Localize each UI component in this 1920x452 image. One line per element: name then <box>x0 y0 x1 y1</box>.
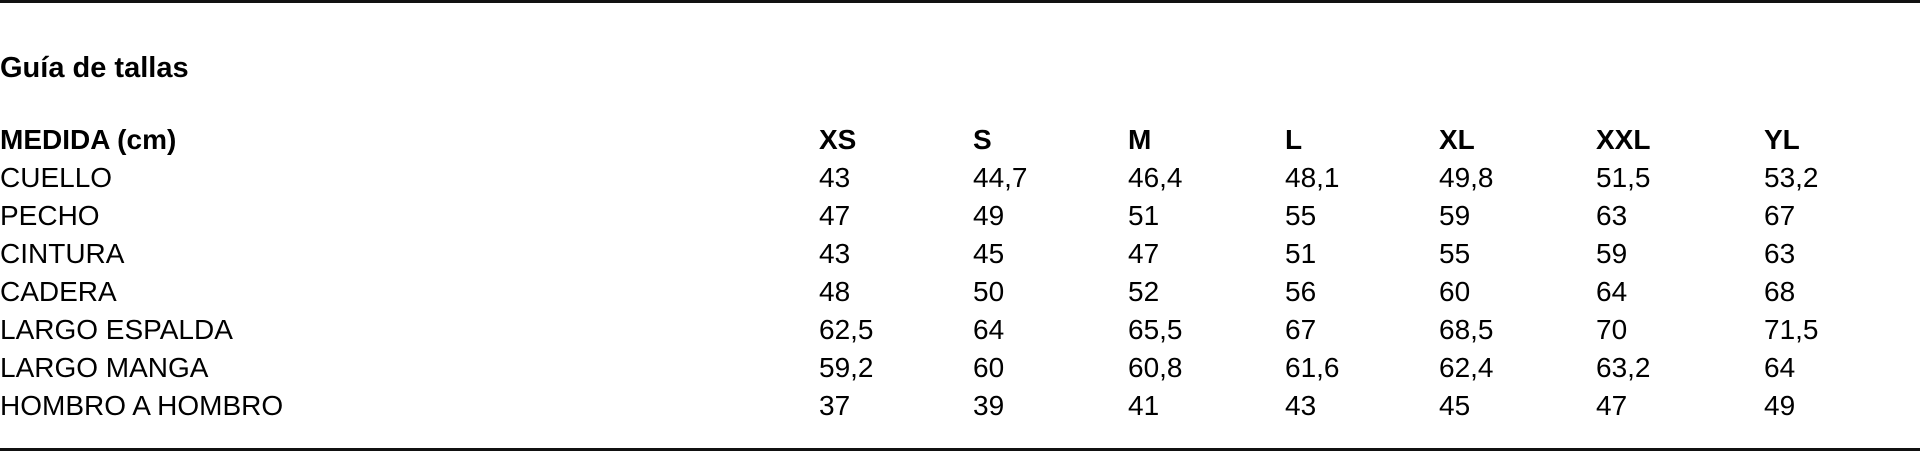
size-value: 39 <box>973 390 1005 421</box>
size-value: 43 <box>819 162 851 193</box>
size-value: 48 <box>819 276 851 307</box>
column-header: XS <box>819 124 857 155</box>
column-header: S <box>973 124 992 155</box>
measure-label: PECHO <box>0 200 100 231</box>
size-value: 51 <box>1128 200 1160 231</box>
size-value: 41 <box>1128 390 1160 421</box>
size-value: 51,5 <box>1596 162 1651 193</box>
size-value: 59,2 <box>819 352 874 383</box>
size-value: 50 <box>973 276 1005 307</box>
size-value: 63 <box>1596 200 1628 231</box>
column-header: M <box>1128 124 1152 155</box>
size-value: 68 <box>1764 276 1796 307</box>
top-divider <box>0 0 1920 3</box>
size-value: 60 <box>973 352 1005 383</box>
table-row: CADERA 48 50 52 56 60 64 68 <box>0 273 1920 311</box>
size-value: 49 <box>973 200 1005 231</box>
size-value: 63,2 <box>1596 352 1651 383</box>
size-value: 63 <box>1764 238 1796 269</box>
column-header: YL <box>1764 124 1800 155</box>
measure-label: CADERA <box>0 276 117 307</box>
table-row: CUELLO 43 44,7 46,4 48,1 49,8 51,5 53,2 <box>0 159 1920 197</box>
size-value: 67 <box>1285 314 1317 345</box>
table-row: LARGO MANGA 59,2 60 60,8 61,6 62,4 63,2 64 <box>0 349 1920 387</box>
column-header: XL <box>1439 124 1475 155</box>
size-value: 43 <box>1285 390 1317 421</box>
measure-label: LARGO MANGA <box>0 352 209 383</box>
size-value: 61,6 <box>1285 352 1340 383</box>
size-value: 70 <box>1596 314 1628 345</box>
size-value: 47 <box>1128 238 1160 269</box>
size-value: 68,5 <box>1439 314 1494 345</box>
size-value: 64 <box>973 314 1005 345</box>
size-value: 53,2 <box>1764 162 1819 193</box>
size-value: 62,5 <box>819 314 874 345</box>
size-value: 60 <box>1439 276 1471 307</box>
size-value: 45 <box>973 238 1005 269</box>
page-title: Guía de tallas <box>0 52 189 84</box>
table-row: LARGO ESPALDA 62,5 64 65,5 67 68,5 70 71,5 <box>0 311 1920 349</box>
size-value: 65,5 <box>1128 314 1183 345</box>
column-header: MEDIDA (cm) <box>0 124 177 155</box>
size-value: 49 <box>1764 390 1796 421</box>
size-value: 37 <box>819 390 851 421</box>
column-header: L <box>1285 124 1303 155</box>
size-value: 67 <box>1764 200 1796 231</box>
size-value: 64 <box>1596 276 1628 307</box>
size-value: 51 <box>1285 238 1317 269</box>
size-value: 55 <box>1439 238 1471 269</box>
size-value: 55 <box>1285 200 1317 231</box>
column-header: XXL <box>1596 124 1651 155</box>
measure-label: CINTURA <box>0 238 125 269</box>
bottom-divider <box>0 448 1920 451</box>
size-value: 46,4 <box>1128 162 1183 193</box>
table-row: HOMBRO A HOMBRO 37 39 41 43 45 47 49 <box>0 387 1920 425</box>
size-value: 60,8 <box>1128 352 1183 383</box>
size-value: 52 <box>1128 276 1160 307</box>
size-value: 44,7 <box>973 162 1028 193</box>
table-header-row: MEDIDA (cm) XS S M L XL XXL YL <box>0 121 1920 159</box>
size-value: 56 <box>1285 276 1317 307</box>
size-value: 43 <box>819 238 851 269</box>
size-value: 71,5 <box>1764 314 1819 345</box>
size-value: 59 <box>1596 238 1628 269</box>
size-value: 49,8 <box>1439 162 1494 193</box>
size-value: 62,4 <box>1439 352 1494 383</box>
size-value: 59 <box>1439 200 1471 231</box>
size-value: 47 <box>1596 390 1628 421</box>
table-row: CINTURA 43 45 47 51 55 59 63 <box>0 235 1920 273</box>
measure-label: LARGO ESPALDA <box>0 314 233 345</box>
size-value: 64 <box>1764 352 1796 383</box>
table-row: PECHO 47 49 51 55 59 63 67 <box>0 197 1920 235</box>
size-value: 47 <box>819 200 851 231</box>
size-value: 45 <box>1439 390 1471 421</box>
size-value: 48,1 <box>1285 162 1340 193</box>
measure-label: HOMBRO A HOMBRO <box>0 390 284 421</box>
measure-label: CUELLO <box>0 162 113 193</box>
